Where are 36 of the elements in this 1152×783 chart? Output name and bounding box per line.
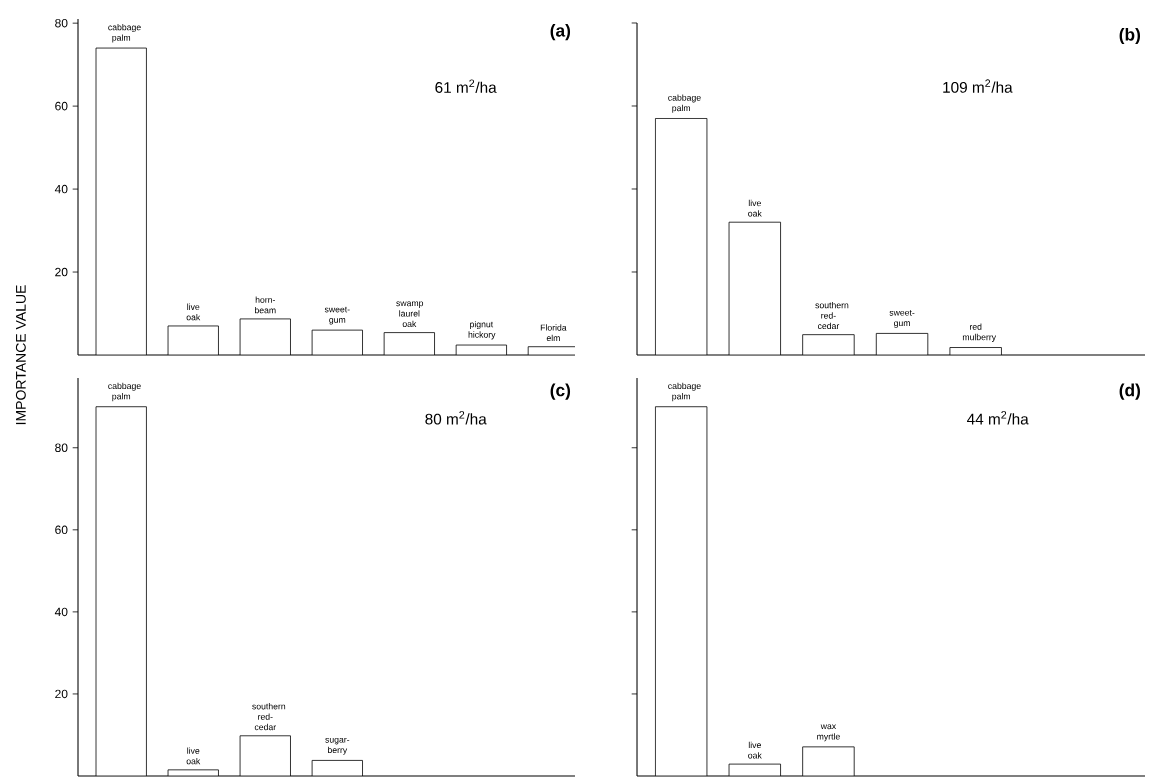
x-tick-label: wax myrtle	[817, 724, 840, 742]
x-tick-label: Florida elm	[540, 324, 567, 342]
x-tick-label: red mulberry	[962, 323, 997, 342]
annotation: 109 m$^{2}$/ha	[943, 79, 1013, 93]
text: 44 m$^{2}$/ha	[967, 411, 1029, 425]
x-tick-label: live oak	[186, 303, 201, 321]
text: (b)	[1119, 27, 1141, 45]
y-tick-label: 20	[55, 689, 68, 699]
text: (c)	[550, 383, 571, 400]
x-tick-label: live oak	[748, 199, 762, 217]
x-tick-label: cabbage palm	[108, 382, 141, 402]
x-tick-label: live oak	[748, 741, 762, 759]
y-tick-label: 60	[55, 101, 68, 111]
text: 80 m$^{2}$/ha	[425, 411, 487, 425]
y-tick-label: 80	[55, 443, 68, 453]
x-tick-label: sweet-gum	[889, 310, 915, 328]
annotation: 61 m$^{2}$/ha	[435, 79, 497, 93]
x-tick-label: cabbage palm	[668, 94, 701, 113]
x-tick-label: horn-beam	[255, 296, 276, 314]
annotation: (a)	[550, 23, 571, 41]
text: (d)	[1119, 383, 1141, 400]
y-tick-label: 20	[55, 267, 68, 277]
x-tick-label: pignut hickory	[468, 320, 496, 340]
y-tick-label: 80	[55, 18, 68, 28]
x-tick-label: cabbage palm	[108, 23, 141, 43]
x-tick-label: southern red-cedar	[252, 703, 286, 731]
x-tick-label: swamp laurel oak	[396, 301, 424, 327]
x-tick-label: sweet-gum	[324, 306, 350, 325]
y-axis-title: IMPORTANCE VALUE	[15, 285, 26, 425]
x-tick-label: live oak	[186, 747, 201, 765]
y-tick-label: 40	[54, 184, 68, 194]
x-tick-label: southern red-cedar	[815, 301, 849, 330]
x-tick-label: sugar-berry	[325, 737, 350, 755]
y-tick-label: 40	[54, 607, 68, 617]
x-tick-label: cabbage palm	[668, 382, 701, 402]
y-tick-label: 60	[55, 525, 68, 535]
